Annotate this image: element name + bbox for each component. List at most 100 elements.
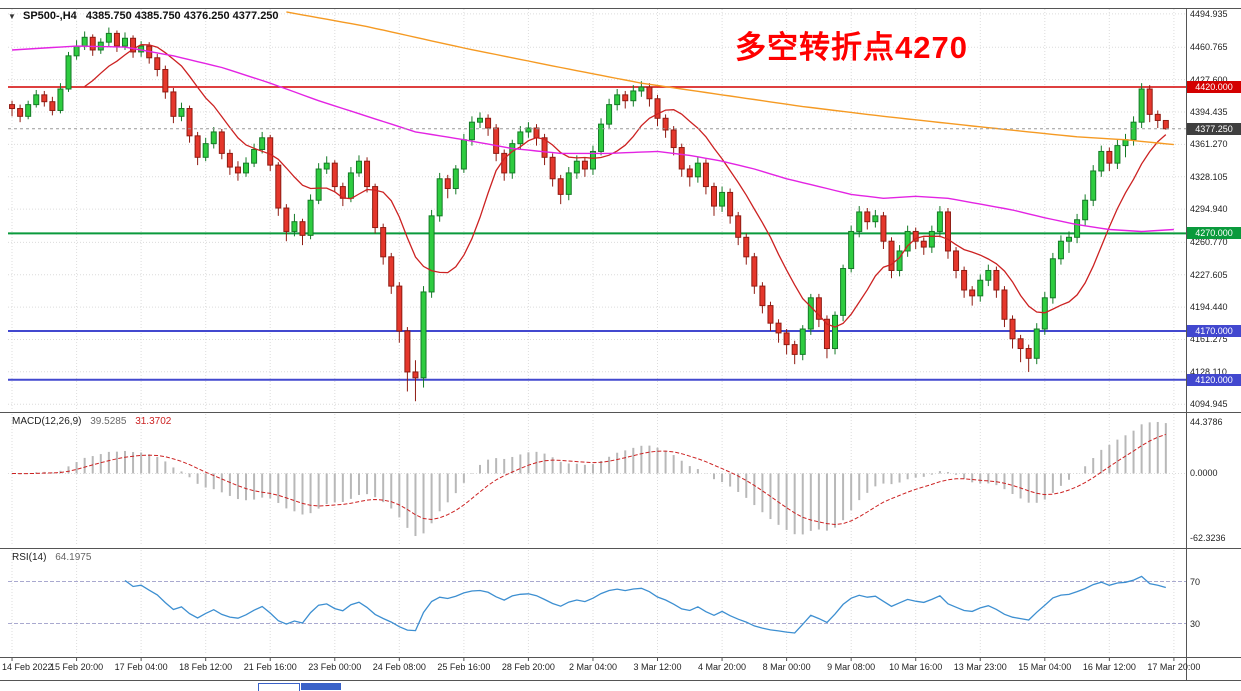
candle — [9, 104, 16, 110]
candle — [541, 137, 548, 158]
candle — [396, 285, 403, 332]
candle — [267, 137, 274, 166]
ma-red-line — [84, 44, 1167, 328]
candle — [307, 199, 314, 236]
candle — [840, 268, 847, 316]
candle — [89, 36, 96, 51]
candle — [347, 172, 354, 199]
candle — [162, 68, 169, 93]
current-price-badge: 4377.250 — [1187, 122, 1241, 135]
price-axis-label: 4494.935 — [1190, 8, 1228, 19]
bottom-strip-button-1[interactable] — [258, 683, 300, 691]
candle — [928, 230, 935, 248]
panel-separators[interactable] — [0, 8, 1241, 681]
candle — [485, 117, 492, 129]
candle — [452, 168, 459, 190]
candle — [549, 156, 556, 180]
bottom-strip-button-2[interactable] — [301, 683, 341, 690]
time-axis-label: 23 Feb 00:00 — [308, 662, 362, 672]
candle — [638, 86, 645, 92]
candle — [646, 86, 653, 100]
candle — [283, 207, 290, 232]
candle — [848, 230, 855, 270]
candle — [832, 314, 839, 350]
price-badge-4120.000: 4120.000 — [1187, 373, 1241, 386]
time-axis-label: 17 Feb 04:00 — [114, 662, 168, 672]
time-axis-label: 24 Feb 08:00 — [372, 662, 426, 672]
candle — [767, 305, 774, 324]
candle — [1049, 258, 1056, 299]
candle — [872, 215, 879, 223]
candle — [799, 328, 806, 355]
candle — [727, 191, 734, 217]
candle — [130, 37, 137, 53]
symbol-timeframe: SP500-,H4 — [22, 10, 77, 22]
price-badge-4420.000: 4420.000 — [1187, 81, 1241, 94]
candle — [1106, 150, 1113, 164]
price-badge-4270.000: 4270.000 — [1187, 227, 1241, 240]
candle — [630, 90, 637, 102]
candle — [985, 269, 992, 281]
price-axis-label: 4094.945 — [1190, 399, 1228, 410]
candle — [243, 162, 250, 174]
price-axis-label: 4128.110 — [1190, 366, 1227, 377]
rsi-label: RSI(14) 64.1975 — [12, 552, 91, 563]
time-axis-label: 3 Mar 12:00 — [633, 662, 682, 672]
price-badge-4170.000: 4170.000 — [1187, 324, 1241, 337]
candle — [1138, 88, 1145, 123]
price-axis-label: 4328.105 — [1190, 171, 1228, 182]
price-axis-label: 4394.435 — [1190, 106, 1228, 117]
macd-main-value: 39.5285 — [90, 416, 127, 427]
candle — [533, 127, 540, 139]
candle — [170, 91, 177, 117]
candle — [977, 279, 984, 297]
candle — [759, 285, 766, 307]
candle — [993, 269, 1000, 291]
candle — [194, 135, 201, 158]
annotation-text[interactable]: 多空转折点4270 — [735, 30, 968, 65]
candle — [912, 230, 919, 242]
candle — [33, 94, 40, 106]
candle — [1130, 121, 1137, 141]
candle — [823, 318, 830, 350]
candle — [388, 256, 395, 287]
price-axis-label: 4260.770 — [1190, 237, 1228, 248]
candle — [936, 211, 943, 232]
candle — [1025, 348, 1032, 359]
candle — [509, 143, 516, 174]
candle — [218, 131, 225, 154]
time-axis-label: 21 Feb 16:00 — [243, 662, 297, 672]
time-axis-label: 18 Feb 12:00 — [179, 662, 233, 672]
candle — [81, 36, 88, 47]
price-axis-label: 4194.440 — [1190, 302, 1228, 313]
candle — [904, 230, 911, 252]
time-axis-label: 10 Mar 16:00 — [889, 662, 943, 672]
candle — [1001, 289, 1008, 320]
candle — [226, 152, 233, 168]
rsi-name: RSI(14) — [12, 552, 47, 563]
candle — [694, 162, 701, 178]
candle — [1082, 199, 1089, 221]
candle — [864, 211, 871, 223]
chart-title: ▼ SP500-,H4 4385.750 4385.750 4376.250 4… — [8, 10, 279, 22]
time-axis-label: 8 Mar 00:00 — [762, 662, 811, 672]
price-axis-label: 4361.270 — [1190, 139, 1228, 150]
candle — [581, 160, 588, 170]
candle — [807, 297, 814, 330]
candle — [468, 121, 475, 141]
collapse-triangle-icon[interactable]: ▼ — [8, 12, 16, 21]
candle — [331, 162, 338, 188]
candle — [17, 108, 24, 117]
time-axis-label: 14 Feb 2022 — [2, 662, 53, 672]
horizontal-lines[interactable] — [8, 86, 1186, 381]
candle — [606, 104, 613, 125]
candle — [815, 297, 822, 320]
macd-axis-label: 44.3786 — [1190, 417, 1223, 427]
candle — [589, 150, 596, 170]
candle — [323, 162, 330, 170]
ma-magenta-line — [11, 45, 1174, 233]
candle — [670, 129, 677, 149]
candle — [1074, 219, 1081, 238]
